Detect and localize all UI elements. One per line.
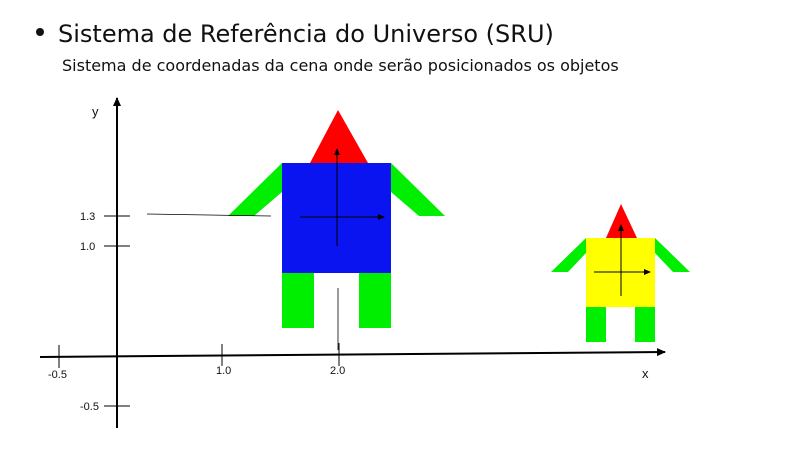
large-robot-head xyxy=(310,110,368,163)
large-robot xyxy=(228,110,445,328)
small-robot-head xyxy=(606,204,637,238)
y-tick-label-1-0: 1.0 xyxy=(80,241,95,253)
slide-subtitle: Sistema de coordenadas da cena onde serã… xyxy=(62,56,619,75)
small-robot-left-leg xyxy=(586,307,606,342)
y-axis-label: y xyxy=(92,104,99,119)
large-robot-right-arm xyxy=(391,163,445,216)
x-tick-label-neg-0-5: -0.5 xyxy=(48,369,67,381)
x-tick-label-2-0: 2.0 xyxy=(330,365,345,377)
large-robot-right-leg xyxy=(359,273,391,328)
slide-title-text: Sistema de Referência do Universo (SRU) xyxy=(58,20,554,48)
small-robot xyxy=(551,204,690,342)
large-robot-left-arm xyxy=(228,163,282,216)
x-tick-label-1-0: 1.0 xyxy=(216,365,231,377)
y-tick-label-1-3: 1.3 xyxy=(80,211,95,223)
x-axis xyxy=(39,348,666,358)
x-axis-label: x xyxy=(642,366,649,381)
small-robot-right-arm xyxy=(655,238,690,272)
guide-line-y-1-3 xyxy=(146,213,272,217)
slide-title: Sistema de Referência do Universo (SRU) xyxy=(36,20,554,48)
bullet-icon xyxy=(36,28,44,36)
small-robot-right-leg xyxy=(635,307,655,342)
y-tick-label-neg-0-5: -0.5 xyxy=(80,401,99,413)
small-robot-left-arm xyxy=(551,238,586,272)
large-robot-left-leg xyxy=(282,273,314,328)
